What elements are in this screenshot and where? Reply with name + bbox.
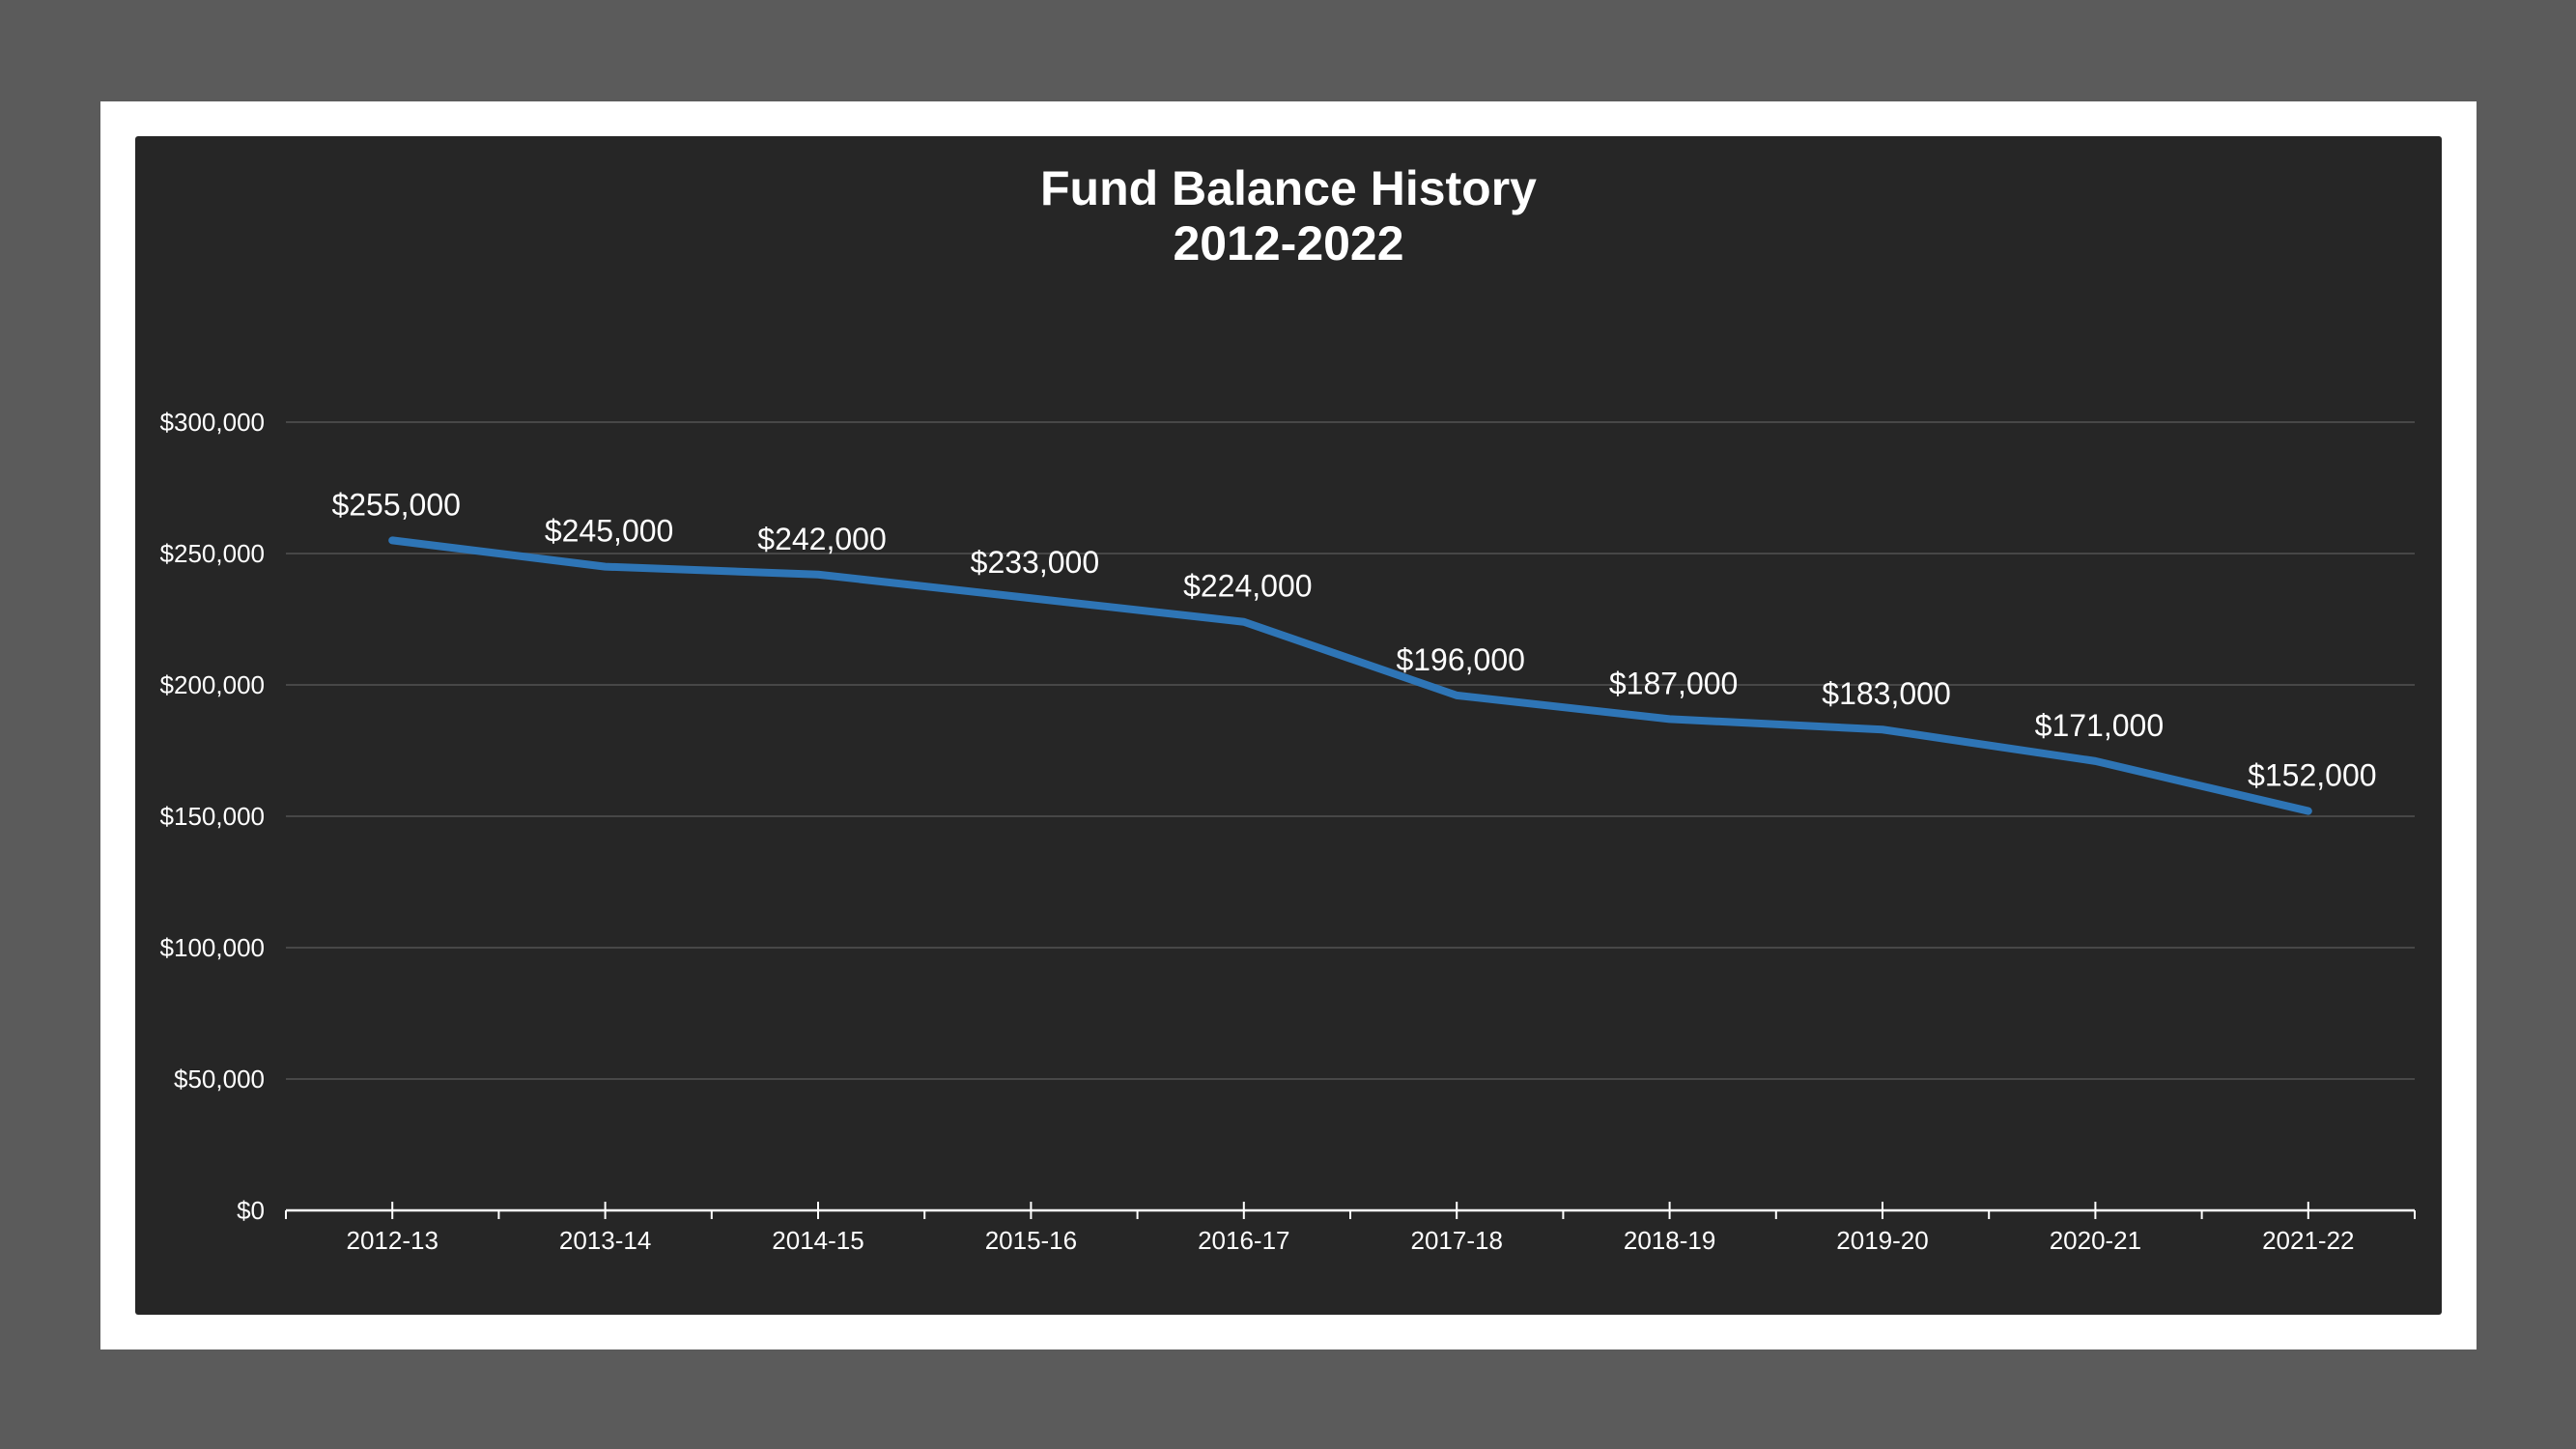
y-tick-label: $200,000: [160, 670, 265, 699]
y-tick-label: $300,000: [160, 408, 265, 437]
data-labels: $255,000 $245,000 $242,000 $233,000 $224,000…: [331, 487, 2376, 792]
x-tick-label: 2012-13: [346, 1226, 438, 1255]
x-tick-label: 2020-21: [2050, 1226, 2141, 1255]
data-label: $183,000: [1822, 676, 1950, 711]
chart-subtitle: 2012-2022: [1173, 216, 1404, 270]
data-label: $152,000: [2248, 758, 2376, 793]
x-axis-tick-labels: 2012-13 2013-14 2014-15 2015-16 2016-17 2017-…: [346, 1226, 2354, 1255]
data-label: $242,000: [757, 522, 886, 556]
x-tick-label: 2019-20: [1836, 1226, 1928, 1255]
x-tick-label: 2016-17: [1198, 1226, 1289, 1255]
series-line: [388, 536, 2312, 815]
x-tick-label: 2014-15: [772, 1226, 863, 1255]
x-tick-label: 2015-16: [985, 1226, 1077, 1255]
data-label: $233,000: [971, 545, 1099, 580]
y-tick-label: $50,000: [174, 1065, 265, 1094]
y-tick-label: $250,000: [160, 539, 265, 568]
chart-title-block: Fund Balance History 2012-2022: [135, 161, 2442, 271]
line-chart: $0 $50,000 $100,000 $150,000 $200,000 $250,00…: [160, 408, 2416, 1255]
series-line-group: [388, 536, 2312, 815]
data-label: $255,000: [331, 487, 460, 522]
y-axis-tick-labels: $0 $50,000 $100,000 $150,000 $200,000 $250,00…: [160, 408, 265, 1225]
gridlines: [286, 421, 2415, 1080]
data-label: $171,000: [2035, 708, 2164, 743]
chart-panel: Fund Balance History 2012-2022 $0 $50,000…: [135, 136, 2442, 1315]
data-label: $196,000: [1396, 642, 1524, 677]
x-tick-label: 2018-19: [1624, 1226, 1715, 1255]
y-tick-label: $100,000: [160, 933, 265, 962]
data-label: $224,000: [1183, 569, 1312, 604]
slide-frame: Fund Balance History 2012-2022 $0 $50,000…: [100, 101, 2477, 1350]
x-tick-label: 2021-22: [2262, 1226, 2354, 1255]
chart-title: Fund Balance History: [1040, 161, 1537, 215]
y-tick-label: $150,000: [160, 802, 265, 831]
data-label: $187,000: [1609, 666, 1738, 700]
x-tick-label: 2017-18: [1410, 1226, 1502, 1255]
x-tick-label: 2013-14: [559, 1226, 651, 1255]
data-label: $245,000: [545, 514, 673, 549]
y-tick-label: $0: [237, 1196, 265, 1225]
x-axis: [285, 1202, 2416, 1219]
